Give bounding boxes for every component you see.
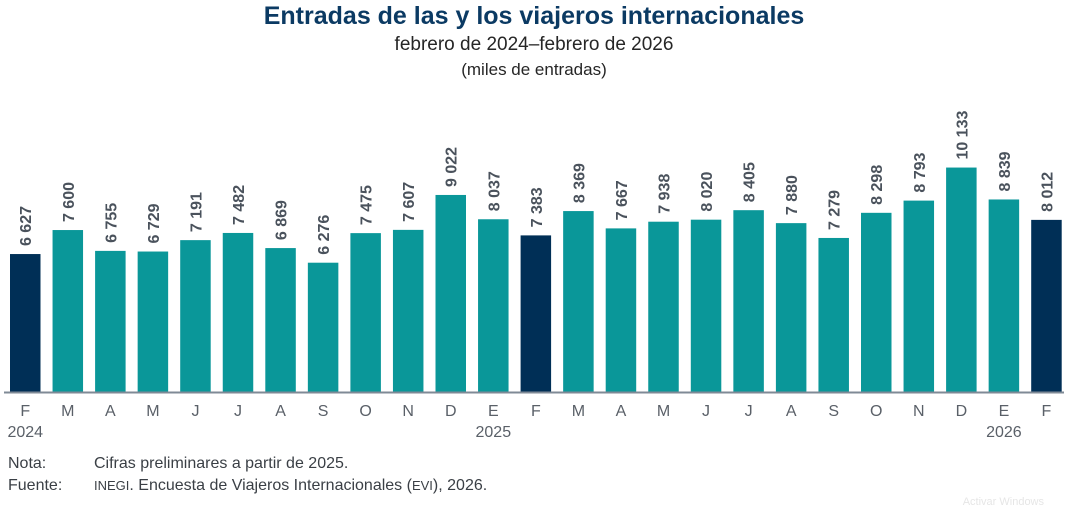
data-label: 7 383 [529,187,546,227]
bar [520,235,552,392]
data-label: 7 938 [657,174,674,214]
x-tick-label: F [531,403,541,420]
data-label: 8 839 [997,151,1014,191]
bar [775,223,807,392]
bar [1031,219,1062,392]
x-tick-label: M [61,403,74,420]
data-label: 7 607 [401,182,418,222]
data-label: 6 869 [274,200,291,240]
x-tick-label: M [146,403,159,420]
x-tick-label: D [956,403,968,420]
data-label: 9 022 [444,147,461,187]
watermark-text: Activar Windows [962,496,1044,508]
source-text-2: ), 2026. [432,477,488,494]
source-text-1: . Encuesta de Viajeros Internacionales ( [129,477,412,494]
data-label: 8 793 [912,152,929,192]
data-label: 8 037 [486,171,503,211]
bar [392,229,424,392]
x-tick-label: J [745,403,753,420]
bar [265,248,296,392]
data-label: 7 667 [614,180,631,220]
data-label: 8 369 [571,163,588,203]
bar [52,230,84,392]
data-label: 7 279 [827,190,844,230]
year-label: 2025 [476,424,512,441]
x-tick-label: N [913,403,925,420]
bar [95,250,126,392]
bar [137,251,169,392]
data-label: 8 020 [699,172,716,212]
bar [222,232,254,392]
bar [818,237,849,392]
bar [861,212,892,392]
source-label: Fuente: [8,477,63,494]
bar [307,262,339,392]
x-tick-label: J [191,403,199,420]
year-label: 2026 [986,424,1022,441]
data-label: 7 880 [784,175,801,215]
bar [478,219,509,392]
bar [946,167,977,392]
bar [733,210,764,392]
year-label: 2024 [7,424,43,441]
bar [988,199,1020,392]
x-tick-label: E [488,403,499,420]
data-label: 6 627 [18,206,35,246]
x-tick-label: A [275,403,286,420]
x-tick-label: A [105,403,116,420]
x-tick-label: E [999,403,1010,420]
x-tick-label: M [657,403,670,420]
x-tick-label: A [616,403,627,420]
bar [563,211,594,392]
source-abbr: EVI [411,478,433,493]
source-org: INEGI [94,478,130,493]
data-label: 6 755 [103,203,120,243]
data-label: 8 405 [742,162,759,202]
x-tick-label: F [20,403,30,420]
x-tick-label: J [702,403,710,420]
x-tick-label: F [1042,403,1052,420]
bar [350,233,381,392]
bar [648,221,679,392]
note-label: Nota: [8,455,47,472]
data-label: 6 729 [146,203,163,243]
bar [10,254,41,392]
bar-chart: 6 627 F 7 600 M 6 755 A 6 729 M 7 191 J 7 482 J 6 86… [4,111,1064,441]
x-tick-label: D [445,403,457,420]
chart-subtitle: febrero de 2024–febrero de 2026 [394,34,674,55]
source-line: Fuente: INEGI. Encuesta de Viajeros Inter… [8,477,487,495]
data-label: 6 276 [316,215,333,255]
note-line: Nota: Cifras preliminares a partir de 202… [8,455,348,473]
bar [605,228,637,392]
data-label: 7 600 [61,182,78,222]
data-label: 7 191 [188,192,205,232]
bar [903,200,935,392]
bar [180,240,211,392]
data-label: 7 482 [231,185,248,225]
note-text: Cifras preliminares a partir de 2025. [94,455,349,472]
bar [690,219,722,392]
x-tick-label: A [786,403,797,420]
chart-unit: (miles de entradas) [461,60,607,79]
x-tick-label: S [318,403,329,420]
x-tick-label: J [234,403,242,420]
data-label: 10 133 [954,111,971,160]
x-tick-label: N [402,403,414,420]
data-label: 7 475 [359,185,376,225]
x-tick-label: S [828,403,839,420]
data-label: 8 298 [869,165,886,205]
bar [435,194,466,392]
x-tick-label: M [572,403,585,420]
x-tick-label: O [870,403,882,420]
chart-title: Entradas de las y los viajeros internaci… [263,2,805,30]
data-label: 8 012 [1039,172,1056,212]
x-tick-label: O [359,403,371,420]
